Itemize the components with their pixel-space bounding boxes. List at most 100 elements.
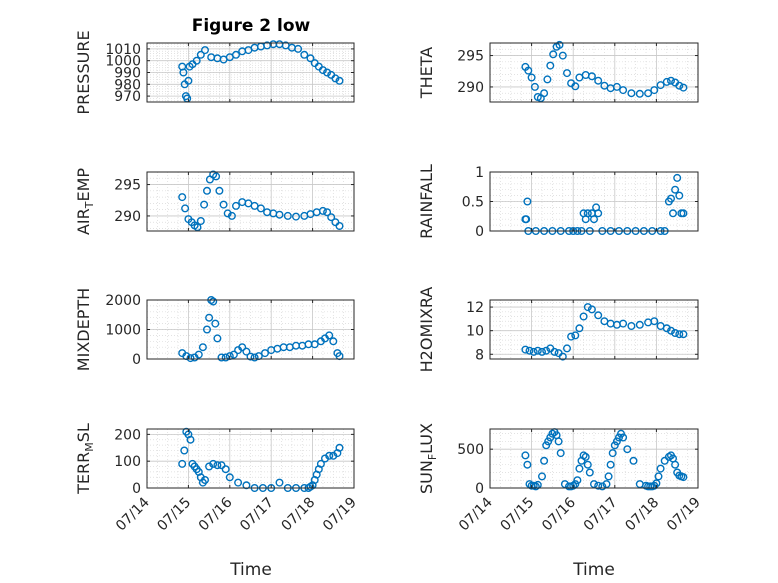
data-point [667,194,676,203]
data-point [198,343,207,352]
data-point [629,456,638,465]
data-point [623,445,632,454]
data-point [542,346,551,355]
data-point [538,472,547,481]
data-point [335,443,344,452]
data-point [329,337,338,346]
x-tick-label: 07/14 [113,494,153,534]
data-point [217,353,226,362]
data-point [231,201,240,210]
data-point [523,197,532,206]
y-tick-label: 1010 [105,42,141,58]
data-point [242,347,251,356]
data-point [627,322,636,331]
data-point [325,331,334,340]
data-point [217,461,226,470]
data-point [219,200,228,209]
x-tick-label: 07/17 [581,495,621,535]
y-tick-label: 10 [466,324,484,340]
data-point [548,429,557,438]
data-point [554,437,563,446]
x-axis-label-left: Time [229,560,272,580]
data-point [318,206,327,215]
data-point [575,464,584,473]
data-point [662,77,671,86]
data-point [650,481,659,490]
data-point [256,204,265,213]
data-point [660,456,669,465]
data-point [212,172,221,181]
plot-area [490,43,698,102]
y-tick-label: 0.5 [462,195,484,211]
data-point [202,186,211,195]
data-point [300,50,309,59]
data-point [546,61,555,70]
axes-box [146,428,355,489]
data-point [573,476,582,485]
data-point [522,215,531,224]
data-point [567,332,576,341]
data-point [540,456,549,465]
data-point [571,331,580,340]
x-tick-label: 07/19 [664,495,704,535]
data-point [604,472,613,481]
data-point [316,459,325,468]
data-point [530,82,539,91]
y-tick-label: 1 [475,165,484,181]
x-tick-label: 07/16 [196,494,236,534]
data-point [542,441,551,450]
subplot-mixdepth: 0 1000 2000 MIXDEPTH [74,288,355,371]
y-tick-label: 100 [114,454,141,470]
axes-box [489,299,699,360]
data-point [275,210,284,219]
data-point [213,461,222,470]
data-point [331,74,340,83]
data-point [215,186,224,195]
data-point [181,204,190,213]
y-tick-label: 970 [114,89,141,105]
data-point [671,329,680,338]
y-tick-label: 0 [475,224,484,240]
figure-title: Figure 2 low [192,16,311,36]
data-point [585,468,594,477]
data-point [558,352,567,361]
data-point [635,320,644,329]
data-point [610,441,619,450]
data-point [563,69,572,78]
data-point [671,460,680,469]
data-point [675,191,684,200]
y-tick-label: 295 [457,49,484,65]
data-point [579,312,588,321]
data-point [527,73,536,82]
data-point [550,347,559,356]
data-point [294,44,303,53]
y-tick-label: 290 [457,80,484,96]
y-tick-label: 0 [132,352,141,368]
data-point [525,346,534,355]
axes-box [489,42,699,103]
data-point [318,66,327,75]
y-tick-label: 0 [475,481,484,497]
data-point [563,344,572,353]
data-point [612,82,621,91]
data-point [619,319,628,328]
subplot-h2omixra: 8 10 12 H2OMIXRA [417,287,699,373]
data-point [575,324,584,333]
y-axis-label: H2OMIXRA [417,287,436,373]
data-point [656,464,665,473]
data-point [261,349,270,358]
data-point [602,480,611,489]
data-point [556,449,565,458]
data-point [569,481,578,490]
data-point [583,303,592,312]
x-tick-label: 07/17 [237,495,277,535]
data-point [533,346,542,355]
x-tick-label: 07/18 [622,495,662,535]
data-point [306,54,315,63]
data-point [594,481,603,490]
data-point [213,334,222,343]
x-axis-label-right: Time [572,560,615,580]
subplot-air-temp: 290 295 AIRTEMP [74,168,355,235]
data-point [221,353,230,362]
data-point [209,297,218,306]
